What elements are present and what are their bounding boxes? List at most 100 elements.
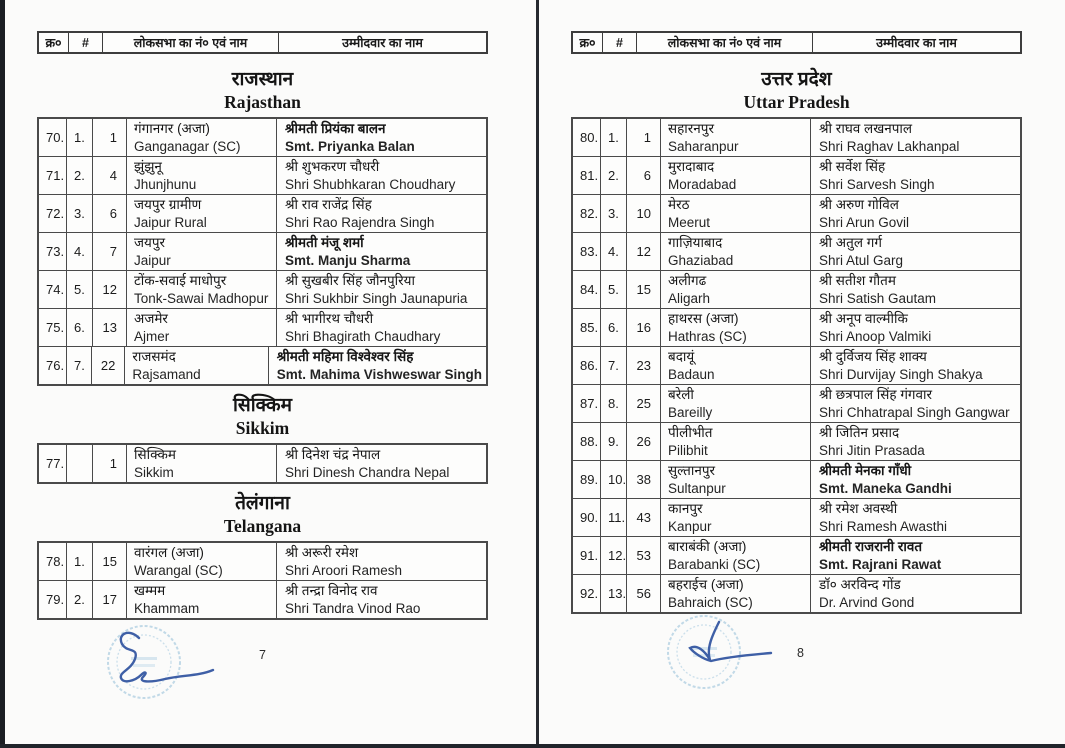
candidate-cell: श्री अनूप वाल्मीकि Shri Anoop Valmiki [811,309,1020,346]
state-serial-cell: 8. [601,385,627,422]
constituency-cell: सहारनपुर Saharanpur [661,119,811,156]
serial-cell: 90. [573,499,601,536]
constituency-cell: अजमेर Ajmer [127,309,277,346]
table-row: 84. 5. 15 अलीगढ Aligarh श्री सतीश गौतम Shri Sa… [573,270,1020,308]
section-title-hindi: राजस्थान [231,69,294,90]
constituency-number-cell: 7 [93,233,127,270]
constituency-cell-hindi: हाथरस (अजा) [668,311,739,326]
constituency-number-cell: 15 [627,271,661,308]
candidate-cell-hindi: श्रीमती प्रियंका बालन [285,121,386,136]
page-number: 7 [259,648,266,662]
constituency-cell: टोंक-सवाई माधोपुर Tonk-Sawai Madhopur [127,271,277,308]
state-serial-cell: 6. [601,309,627,346]
document-page-7: क्र० # लोकसभा का नं० एवं नाम उम्मीदवार क… [5,0,536,744]
state-serial-cell: 2. [67,157,93,194]
state-serial-cell: 1. [67,119,93,156]
constituency-cell-hindi: टोंक-सवाई माधोपुर [134,273,227,288]
serial-cell: 77. [39,445,67,482]
constituency-cell: राजसमंद Rajsamand [125,347,269,384]
candidate-cell: श्रीमती राजरानी रावत Smt. Rajrani Rawat [811,537,1020,574]
constituency-number-cell: 10 [627,195,661,232]
constituency-cell-hindi: खम्मम [134,583,166,598]
table-row: 92. 13. 56 बहराईच (अजा) Bahraich (SC) डॉ० अरव… [573,574,1020,612]
candidate-cell-hindi: श्री अनूप वाल्मीकि [819,311,908,326]
constituency-number-cell: 1 [627,119,661,156]
constituency-cell-hindi: बरेली [668,387,694,402]
page-7-sections: राजस्थान Rajasthan 70. 1. 1 गंगानगर (अजा) Gang… [37,60,488,620]
constituency-cell-hindi: गंगानगर (अजा) [134,121,210,136]
candidate-cell-hindi: श्री सर्वेश सिंह [819,159,886,174]
candidate-cell: श्री अरुण गोविल Shri Arun Govil [811,195,1020,232]
constituency-cell-english: Rajsamand [132,366,201,382]
serial-cell: 70. [39,119,67,156]
constituency-number-cell: 12 [93,271,127,308]
constituency-number-cell: 4 [93,157,127,194]
constituency-cell-english: Ghaziabad [668,252,734,268]
candidate-cell-hindi: श्री भागीरथ चौधरी [285,311,374,326]
candidate-cell: श्री दुर्विजय सिंह शाक्य Shri Durvijay Si… [811,347,1020,384]
constituency-number-cell: 56 [627,575,661,612]
state-serial-cell: 9. [601,423,627,460]
constituency-cell-english: Khammam [134,600,200,616]
candidate-cell: श्री भागीरथ चौधरी Shri Bhagirath Chaudhar… [277,309,486,346]
official-stamp-icon [667,615,741,689]
state-serial-cell: 4. [67,233,93,270]
candidates-table: 77. 1 सिक्किम Sikkim श्री दिनेश चंद्र नेपाल S… [37,443,488,484]
constituency-cell-hindi: बहराईच (अजा) [668,577,744,592]
candidate-cell-hindi: श्री रमेश अवस्थी [819,501,898,516]
page-divider [536,0,539,748]
candidates-table: 80. 1. 1 सहारनपुर Saharanpur श्री राघव लखनपाल… [571,117,1022,614]
table-row: 78. 1. 15 वारंगल (अजा) Warangal (SC) श्री अरू… [39,543,486,580]
serial-cell: 80. [573,119,601,156]
constituency-cell: बरेली Bareilly [661,385,811,422]
candidate-cell-hindi: श्री सतीश गौतम [819,273,896,288]
candidate-cell: श्री तन्द्रा विनोद राव Shri Tandra Vinod … [277,581,486,618]
candidate-cell: श्री जितिन प्रसाद Shri Jitin Prasada [811,423,1020,460]
state-serial-cell: 10. [601,461,627,498]
constituency-cell-hindi: सिक्किम [134,447,176,462]
table-row: 90. 11. 43 कानपुर Kanpur श्री रमेश अवस्थी Shri… [573,498,1020,536]
serial-cell: 89. [573,461,601,498]
constituency-cell-hindi: बदायूं [668,349,695,364]
hash-column-header: # [603,33,637,52]
table-row: 77. 1 सिक्किम Sikkim श्री दिनेश चंद्र नेपाल S… [39,445,486,482]
serial-cell: 92. [573,575,601,612]
candidate-cell-english: Shri Aroori Ramesh [285,562,403,578]
state-serial-cell: 7. [67,347,93,384]
table-row: 80. 1. 1 सहारनपुर Saharanpur श्री राघव लखनपाल… [573,119,1020,156]
candidate-cell-english: Smt. Priyanka Balan [285,138,415,154]
constituency-cell: वारंगल (अजा) Warangal (SC) [127,543,277,580]
candidate-cell-english: Smt. Rajrani Rawat [819,556,942,572]
state-serial-cell: 5. [601,271,627,308]
signature-icon [688,620,773,663]
candidate-column-header: उम्मीदवार का नाम [342,36,423,50]
constituency-cell-hindi: अलीगढ [668,273,707,288]
state-serial-cell: 3. [67,195,93,232]
table-row: 79. 2. 17 खम्मम Khammam श्री तन्द्रा विनोद रा… [39,580,486,618]
column-header-table: क्र० # लोकसभा का नं० एवं नाम उम्मीदवार क… [37,31,488,54]
candidate-cell: श्री राघव लखनपाल Shri Raghav Lakhanpal [811,119,1020,156]
state-serial-cell: 1. [67,543,93,580]
constituency-number-cell: 12 [627,233,661,270]
candidate-cell-hindi: श्री दुर्विजय सिंह शाक्य [819,349,927,364]
constituency-cell-english: Bahraich (SC) [668,594,753,610]
candidate-cell-hindi: श्री दिनेश चंद्र नेपाल [285,447,381,462]
candidate-cell-english: Dr. Arvind Gond [819,594,915,610]
signature-icon [119,631,215,683]
constituency-cell-hindi: गाज़ियाबाद [668,235,723,250]
constituency-cell: सुल्तानपुर Sultanpur [661,461,811,498]
serial-cell: 88. [573,423,601,460]
constituency-number-cell: 13 [93,309,127,346]
constituency-number-cell: 17 [93,581,127,618]
constituency-cell: पीलीभीत Pilibhit [661,423,811,460]
serial-cell: 79. [39,581,67,618]
constituency-cell-english: Kanpur [668,518,712,534]
constituency-number-cell: 25 [627,385,661,422]
page-number: 8 [797,646,804,660]
table-row: 76. 7. 22 राजसमंद Rajsamand श्रीमती महिमा विश… [39,346,486,384]
candidate-cell-english: Shri Dinesh Chandra Nepal [285,464,450,480]
constituency-cell: गंगानगर (अजा) Ganganagar (SC) [127,119,277,156]
section-title-hindi: तेलंगाना [235,493,290,514]
constituency-cell: बहराईच (अजा) Bahraich (SC) [661,575,811,612]
constituency-cell-english: Warangal (SC) [134,562,223,578]
